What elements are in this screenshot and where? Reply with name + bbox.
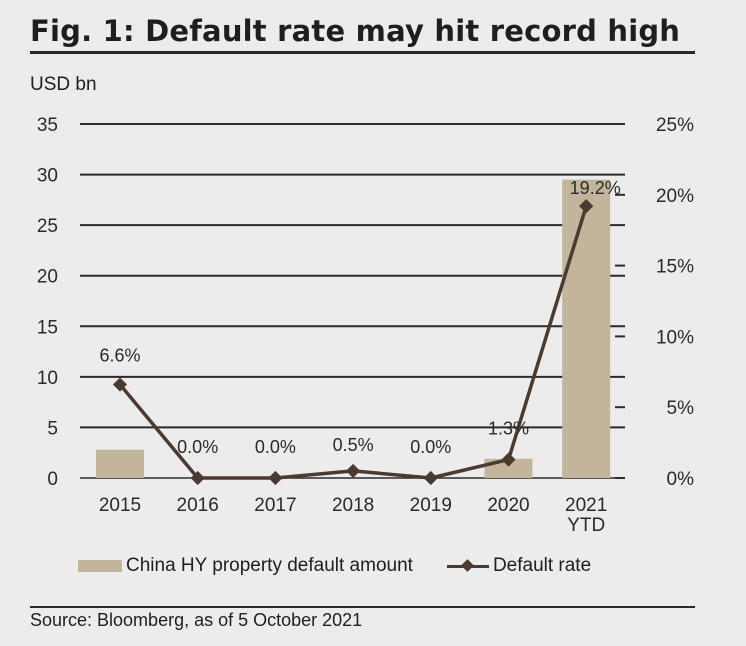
legend-bar-swatch bbox=[78, 560, 122, 572]
y-right-tick-label: 20% bbox=[656, 186, 694, 207]
y-left-tick-label: 5 bbox=[47, 418, 58, 439]
line-point bbox=[268, 470, 283, 486]
x-tick-label: 2017 bbox=[254, 495, 296, 516]
y-right-tick-label: 15% bbox=[656, 257, 694, 278]
source-rule bbox=[30, 606, 695, 608]
data-label: 6.6% bbox=[99, 346, 140, 366]
x-tick-label: YTD bbox=[567, 515, 605, 536]
line-point bbox=[579, 199, 594, 214]
y-left-tick-label: 25 bbox=[37, 216, 58, 237]
data-labels: 6.6% 0.0% 0.0% 0.5% 0.0% 1.3% 19.2% bbox=[99, 178, 620, 457]
y-right-tick-label: 0% bbox=[667, 469, 695, 490]
y-left-tick-label: 20 bbox=[37, 267, 58, 288]
data-label: 0.5% bbox=[333, 435, 374, 455]
y-left-ticks: 0 5 10 15 20 25 30 35 bbox=[37, 115, 58, 490]
legend-item-line: Default rate bbox=[413, 555, 591, 577]
x-tick-label: 2018 bbox=[332, 495, 374, 516]
legend-bar-label: China HY property default amount bbox=[126, 555, 413, 576]
y-right-tick-label: 10% bbox=[656, 327, 694, 348]
bar-series bbox=[96, 179, 611, 478]
x-tick-label: 2015 bbox=[99, 495, 141, 516]
gridlines bbox=[80, 123, 625, 479]
line-point bbox=[190, 470, 205, 486]
y-right-tick-label: 5% bbox=[667, 398, 695, 419]
figure-title: Fig. 1: Default rate may hit record high bbox=[30, 14, 681, 48]
x-tick-label: 2020 bbox=[487, 495, 529, 516]
line-point bbox=[112, 377, 128, 392]
y-left-tick-label: 15 bbox=[37, 317, 58, 338]
data-label: 0.0% bbox=[177, 437, 218, 457]
data-label: 0.0% bbox=[410, 437, 451, 457]
y-axis-unit-label: USD bn bbox=[30, 74, 97, 95]
legend: China HY property default amount Default… bbox=[78, 554, 591, 578]
line-point bbox=[346, 463, 361, 478]
bar bbox=[96, 449, 144, 478]
line-point bbox=[423, 470, 438, 486]
y-right-ticks: 0% 5% 10% 15% 20% 25% bbox=[656, 115, 694, 490]
line-point bbox=[501, 452, 516, 467]
x-tick-label: 2021 bbox=[565, 495, 607, 516]
legend-line-swatch bbox=[446, 559, 489, 572]
legend-line-label: Default rate bbox=[492, 555, 592, 576]
data-label: 19.2% bbox=[570, 178, 621, 198]
bar bbox=[562, 179, 611, 478]
x-tick-label: 2016 bbox=[177, 495, 219, 516]
line-series bbox=[112, 199, 594, 486]
data-label: 0.0% bbox=[255, 437, 296, 457]
y-left-tick-label: 0 bbox=[47, 469, 58, 490]
data-label: 1.3% bbox=[488, 419, 529, 439]
x-tick-label: 2019 bbox=[410, 495, 452, 516]
y-left-tick-label: 35 bbox=[37, 115, 58, 136]
y-right-tick-label: 25% bbox=[656, 115, 694, 136]
source-note: Source: Bloomberg, as of 5 October 2021 bbox=[30, 610, 363, 630]
y-left-tick-label: 10 bbox=[37, 368, 58, 389]
y-left-tick-label: 30 bbox=[37, 166, 58, 187]
title-underline bbox=[30, 51, 695, 54]
legend-item-bar: China HY property default amount bbox=[78, 555, 413, 577]
